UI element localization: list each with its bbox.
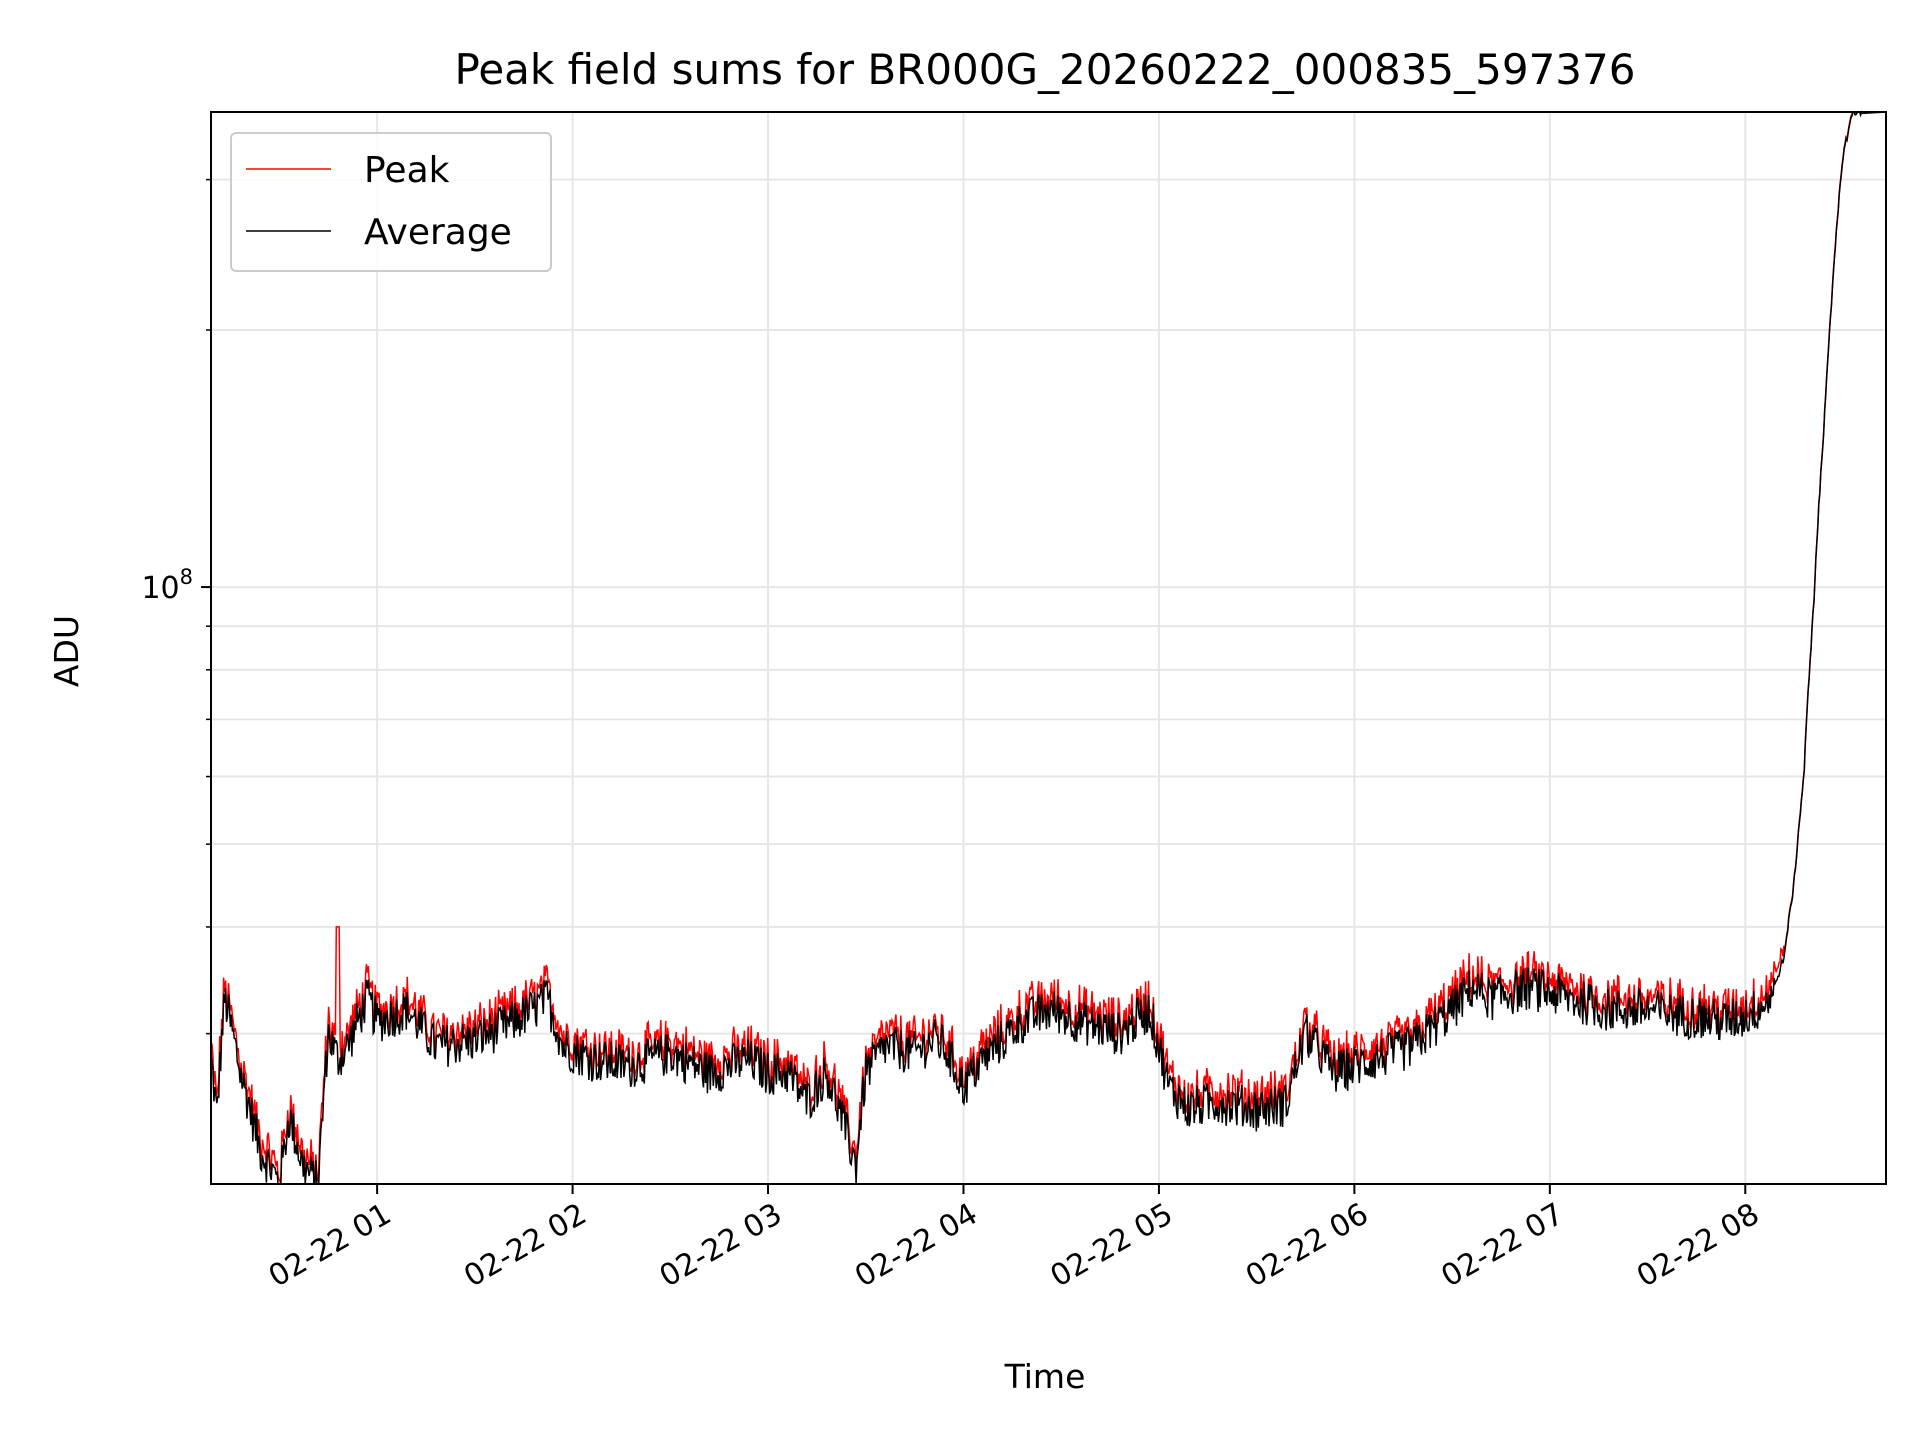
- x-axis-label: Time: [1004, 1357, 1086, 1396]
- legend: Peak Average: [230, 132, 552, 272]
- legend-box: [230, 132, 552, 272]
- legend-label-average: Average: [364, 212, 512, 253]
- series-line-average: [210, 110, 1887, 1185]
- chart-title: Peak field sums for BR000G_20260222_0008…: [455, 45, 1636, 94]
- series-lines: [210, 110, 1887, 1185]
- legend-label-peak: Peak: [364, 150, 450, 191]
- y-axis-label: ADU: [47, 615, 86, 687]
- plot-frame: [210, 111, 1887, 1185]
